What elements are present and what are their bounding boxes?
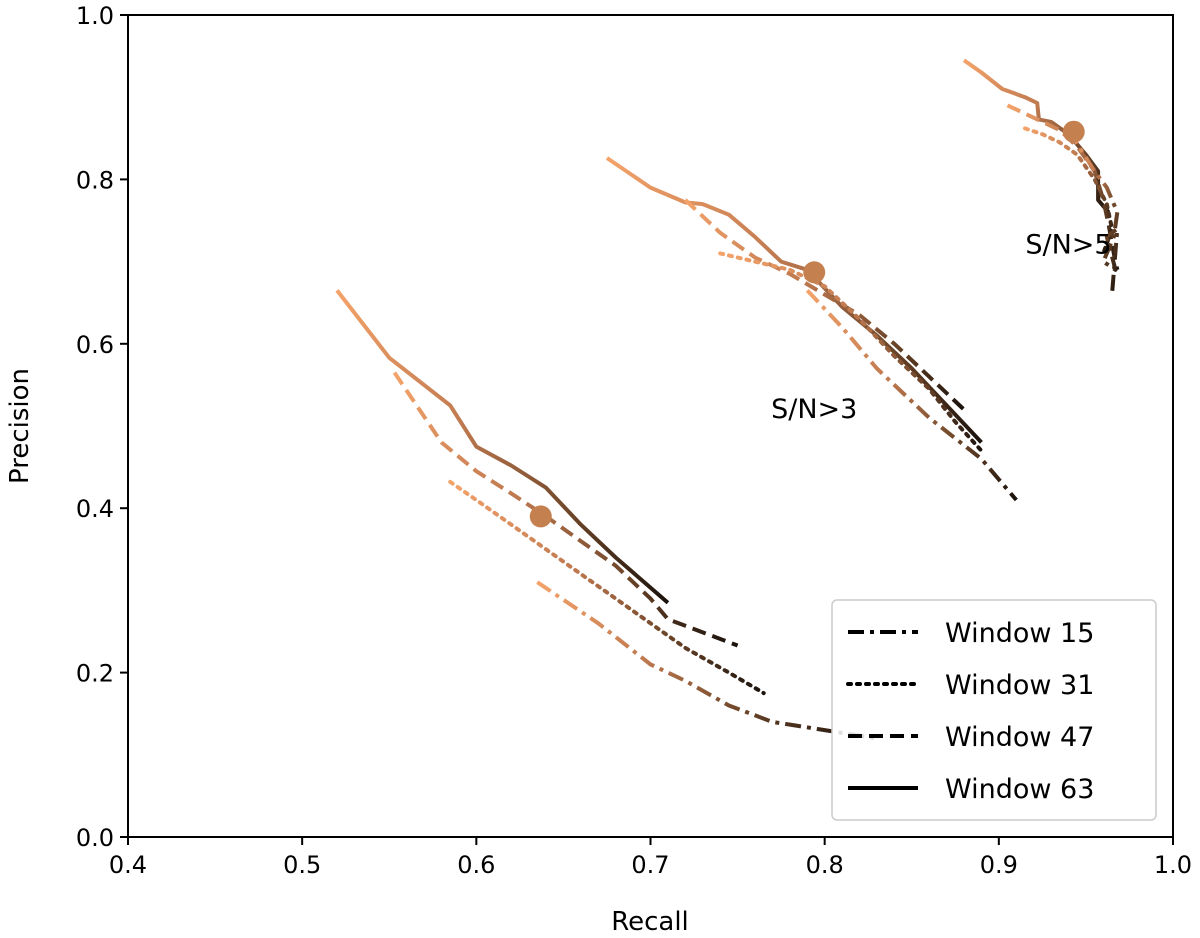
series-layer bbox=[335, 58, 1120, 741]
series-line-sn1-dotted bbox=[448, 479, 766, 696]
annotation-sn5: S/N>5 bbox=[1025, 229, 1111, 260]
operating-point-marker bbox=[1062, 120, 1085, 143]
x-axis: 0.4 0.5 0.6 0.7 0.8 0.9 1.0 bbox=[109, 837, 1192, 879]
series-line-sn5-dotted bbox=[1023, 126, 1114, 256]
y-tick-label: 0.2 bbox=[76, 660, 114, 688]
y-tick-label: 0.8 bbox=[76, 166, 114, 194]
y-tick-label: 1.0 bbox=[76, 2, 114, 30]
operating-point-marker bbox=[803, 261, 826, 284]
y-tick-label: 0.4 bbox=[76, 495, 114, 523]
series-line-sn5-solid bbox=[962, 58, 1111, 214]
x-axis-title: Recall bbox=[611, 907, 689, 937]
series-line-sn1-dashdot bbox=[536, 580, 878, 741]
x-tick-label: 1.0 bbox=[1154, 851, 1192, 879]
x-tick-label: 0.6 bbox=[457, 851, 495, 879]
y-axis: 0.0 0.2 0.4 0.6 0.8 1.0 bbox=[76, 2, 128, 852]
series-line-sn1-dashed bbox=[392, 371, 739, 648]
x-tick-label: 0.8 bbox=[806, 851, 844, 879]
marker-layer bbox=[529, 120, 1085, 528]
operating-point-marker bbox=[529, 505, 552, 528]
legend-label-window-63: Window 63 bbox=[945, 774, 1094, 805]
series-line-sn1-solid bbox=[335, 289, 670, 605]
legend-label-window-47: Window 47 bbox=[945, 722, 1094, 753]
annotation-sn3: S/N>3 bbox=[771, 394, 857, 425]
series-line-sn3-dashed bbox=[683, 198, 966, 412]
y-axis-title: Precision bbox=[5, 368, 35, 484]
legend-box bbox=[831, 599, 1157, 821]
x-tick-label: 0.7 bbox=[631, 851, 669, 879]
y-tick-label: 0.6 bbox=[76, 331, 114, 359]
x-tick-label: 0.9 bbox=[980, 851, 1018, 879]
legend-label-window-15: Window 15 bbox=[945, 618, 1094, 649]
legend: Window 15 Window 31 Window 47 Window 63 bbox=[831, 599, 1157, 821]
series-line-sn3-dashdot bbox=[805, 289, 1018, 502]
x-tick-label: 0.5 bbox=[283, 851, 321, 879]
y-tick-label: 0.0 bbox=[76, 824, 114, 852]
series-line-sn3-dotted bbox=[718, 251, 984, 453]
legend-label-window-31: Window 31 bbox=[945, 670, 1094, 701]
series-line-sn5-dashdot bbox=[1066, 129, 1120, 295]
x-tick-label: 0.4 bbox=[109, 851, 147, 879]
